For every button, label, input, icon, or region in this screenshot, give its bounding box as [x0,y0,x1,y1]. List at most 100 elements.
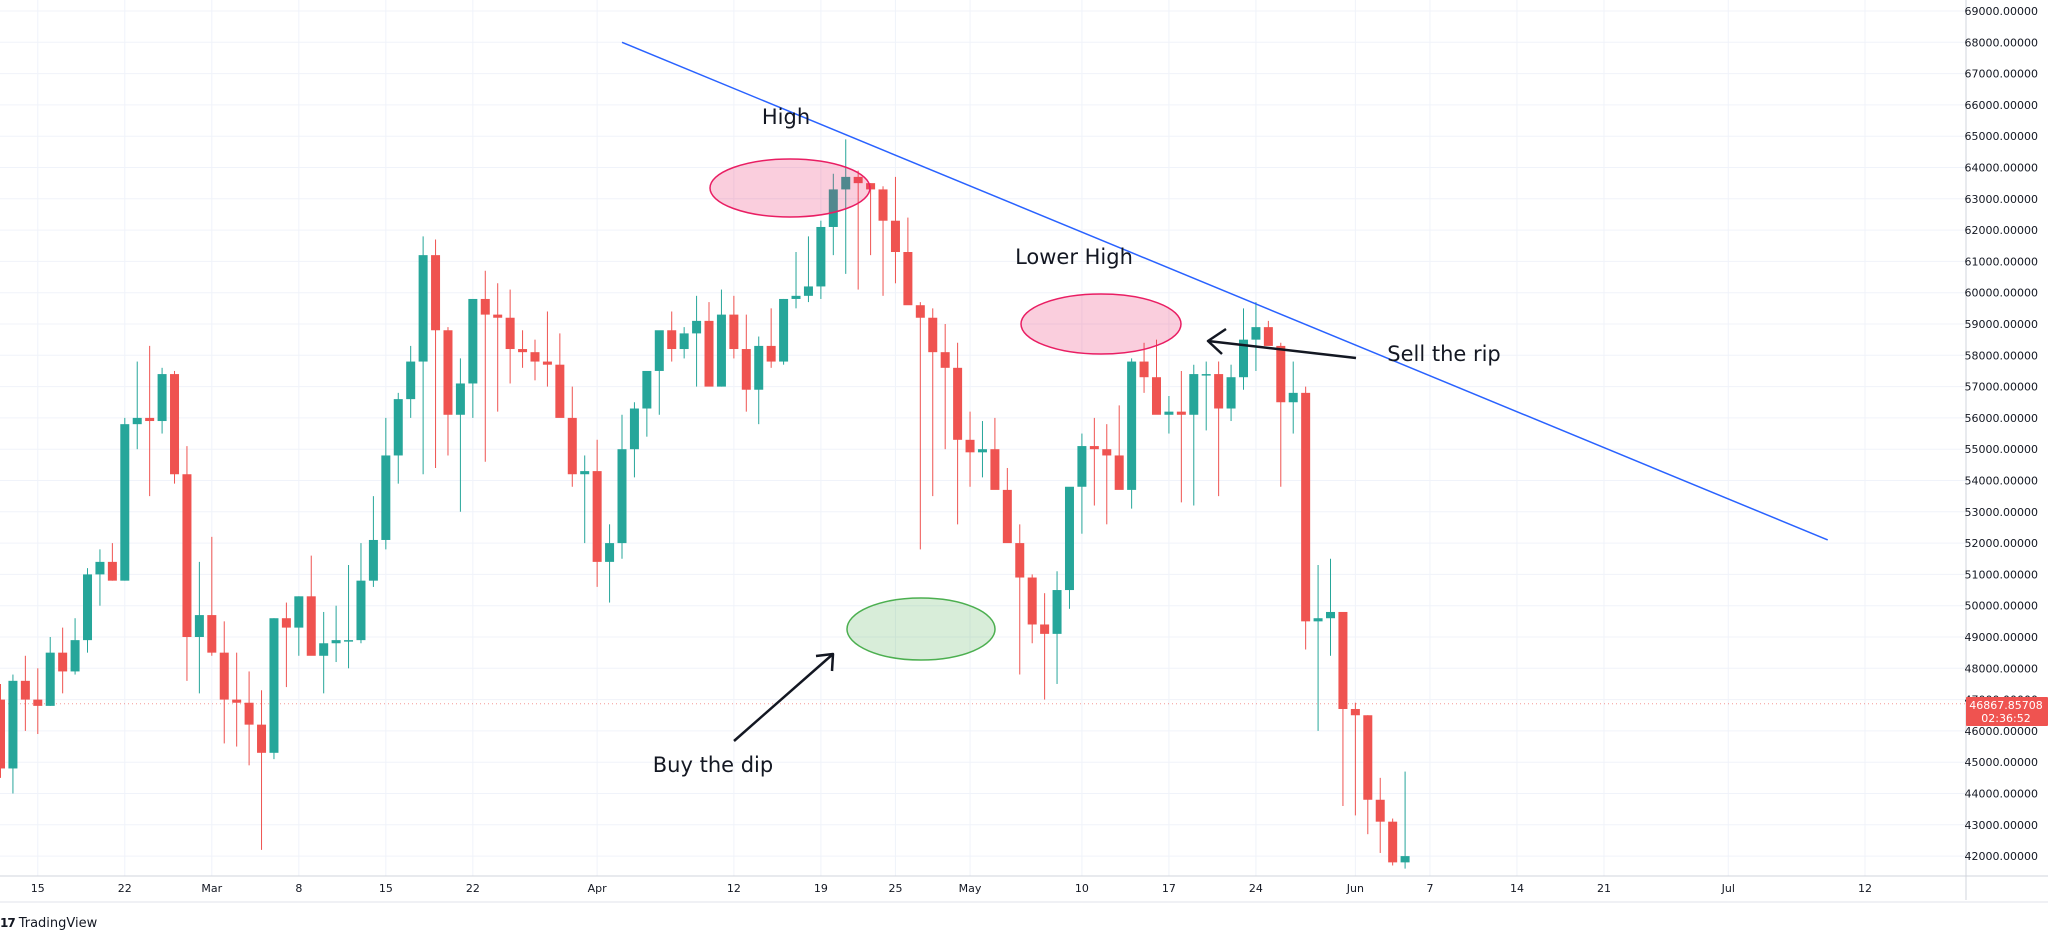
candle[interactable] [530,339,540,381]
candle[interactable] [170,370,180,484]
candle[interactable] [1226,364,1236,422]
candle[interactable] [915,302,925,550]
candle[interactable] [269,618,279,760]
candle[interactable] [617,414,627,559]
candle[interactable] [1002,467,1012,544]
trendline[interactable] [621,41,1828,541]
high-marker[interactable]: High [709,105,871,218]
candle[interactable] [1388,818,1398,866]
candle[interactable] [704,302,714,387]
candle[interactable] [120,417,130,581]
candle[interactable] [953,342,963,525]
candle[interactable] [1127,358,1137,509]
buy-annotation[interactable]: Buy the dip [653,652,835,777]
candle[interactable] [828,173,838,256]
candle[interactable] [1064,486,1074,609]
candle[interactable] [654,330,664,415]
candle[interactable] [580,455,590,544]
candle[interactable] [1176,370,1186,503]
candle[interactable] [20,655,30,731]
candle[interactable] [518,330,528,368]
candle[interactable] [1239,308,1248,390]
candle[interactable] [1102,424,1112,525]
candle[interactable] [1139,342,1149,393]
candle[interactable] [878,186,888,296]
lower-high-ellipse[interactable] [1020,293,1182,355]
candle[interactable] [928,308,938,497]
candle[interactable] [990,417,1000,490]
candle[interactable] [1077,433,1087,534]
candle[interactable] [890,176,900,284]
candle[interactable] [1363,715,1373,835]
candle[interactable] [1400,771,1410,869]
candle[interactable] [1040,593,1050,700]
dip-ellipse[interactable] [846,597,996,661]
tradingview-branding[interactable]: 17 TradingView [0,912,97,934]
candle[interactable] [605,524,615,603]
candle[interactable] [257,690,267,850]
candle[interactable] [903,217,913,306]
candle[interactable] [853,170,863,290]
candle[interactable] [803,236,813,303]
candle[interactable] [443,327,453,456]
candle[interactable] [418,236,428,475]
candle[interactable] [0,683,5,778]
candle[interactable] [642,370,652,437]
candle[interactable] [219,621,229,744]
candle[interactable] [493,283,503,412]
candle[interactable] [1189,364,1199,506]
candle[interactable] [692,295,702,387]
candle[interactable] [1276,342,1286,487]
candle[interactable] [207,536,217,656]
candle[interactable] [1164,395,1174,434]
candle[interactable] [194,561,204,694]
candle[interactable] [1326,558,1336,656]
candle[interactable] [766,308,776,368]
candle[interactable] [1052,571,1062,684]
candle[interactable] [182,446,192,681]
candle[interactable] [1338,611,1348,807]
candle[interactable] [1089,417,1099,506]
candle[interactable] [567,386,577,487]
candle[interactable] [468,298,478,418]
candle[interactable] [232,652,242,747]
candle[interactable] [1214,361,1224,497]
candle[interactable] [294,596,304,656]
candle[interactable] [1201,361,1211,431]
lower-high-marker[interactable]: Lower High [1015,245,1182,355]
candle[interactable] [1350,702,1360,816]
candle[interactable] [1263,320,1273,346]
high-ellipse[interactable] [709,158,871,218]
sell-annotation[interactable]: Sell the rip [1206,327,1501,366]
candle[interactable] [977,421,987,478]
candle[interactable] [741,314,751,412]
candle[interactable] [393,392,403,484]
candle[interactable] [1114,405,1124,490]
candle[interactable] [729,295,739,359]
candle[interactable] [70,618,80,675]
candle[interactable] [542,311,552,387]
time-axis[interactable]: 15 22 Mar 8 15 22 Apr 12 19 25 May 10 17 24 Jun 7 14 21 Ju… [0,875,2048,903]
candle[interactable] [791,252,801,309]
candle[interactable] [8,674,18,794]
candle[interactable] [816,220,826,299]
candle[interactable] [1015,524,1025,675]
candle[interactable] [1151,339,1161,415]
candle[interactable] [505,289,515,384]
candle[interactable] [555,333,565,418]
candle[interactable] [368,496,378,587]
candles[interactable] [0,139,1410,869]
candle[interactable] [592,439,602,587]
candle[interactable] [157,367,167,434]
candle[interactable] [306,555,316,656]
candle[interactable] [1251,302,1261,371]
candle[interactable] [344,565,354,669]
candle[interactable] [679,327,689,359]
candle[interactable] [83,568,93,653]
candle[interactable] [145,345,155,497]
candle[interactable] [319,611,329,694]
candle[interactable] [965,411,975,487]
candle[interactable] [1313,565,1323,731]
candle[interactable] [33,668,43,735]
